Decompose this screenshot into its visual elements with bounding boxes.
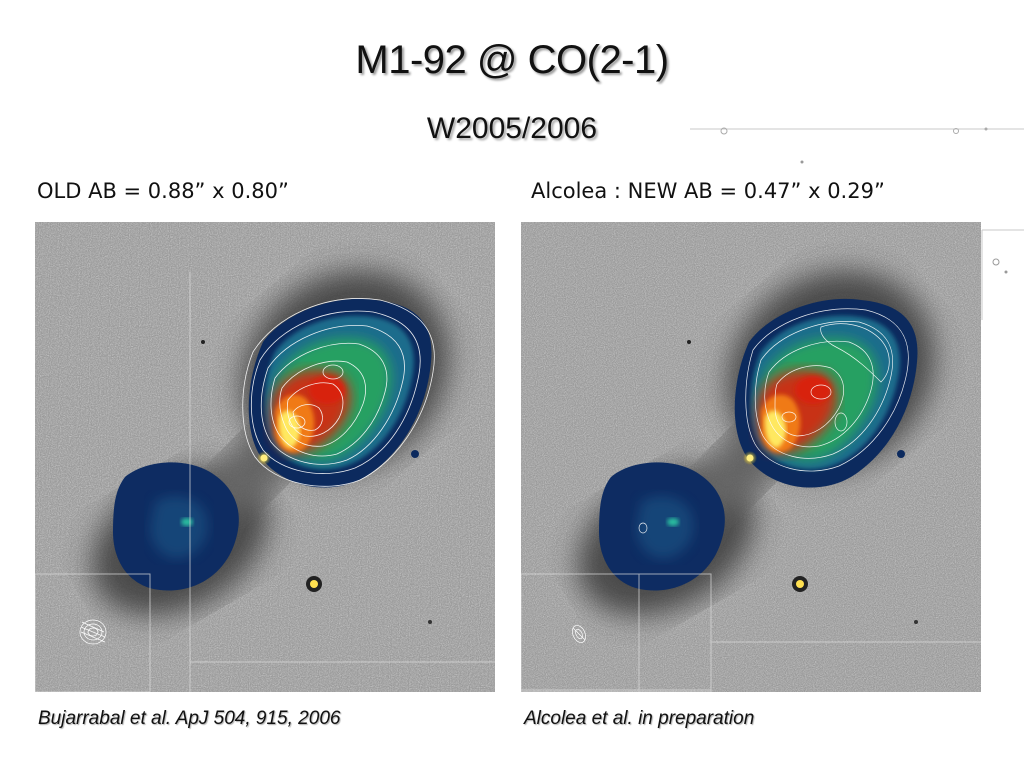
slide-title: M1-92 @ CO(2-1) [355,38,669,82]
nebula-lobe-sw [599,462,725,591]
beam-ellipse-old [79,619,107,645]
nebula-image-new [521,222,981,692]
caption-new-reference: Alcolea et al. in preparation [524,708,755,729]
beam-label-new: Alcolea : NEW AB = 0.47” x 0.29” [531,179,885,203]
beam-ellipse-new [572,625,586,643]
caption-old-reference: Bujarrabal et al. ApJ 504, 915, 2006 [38,708,341,729]
beam-label-old: OLD AB = 0.88” x 0.80” [37,179,289,203]
nebula-lobe-sw [113,462,239,591]
nebula-lobe-ne [734,298,918,488]
overlay-frame-lines [35,272,495,692]
overlay-frame-lines [521,573,981,692]
nebula-image-old [35,222,495,692]
co-contours-new [638,308,909,534]
co-contours-old [242,298,435,487]
field-stars [687,340,918,624]
slide-subtitle: W2005/2006 [426,112,598,145]
